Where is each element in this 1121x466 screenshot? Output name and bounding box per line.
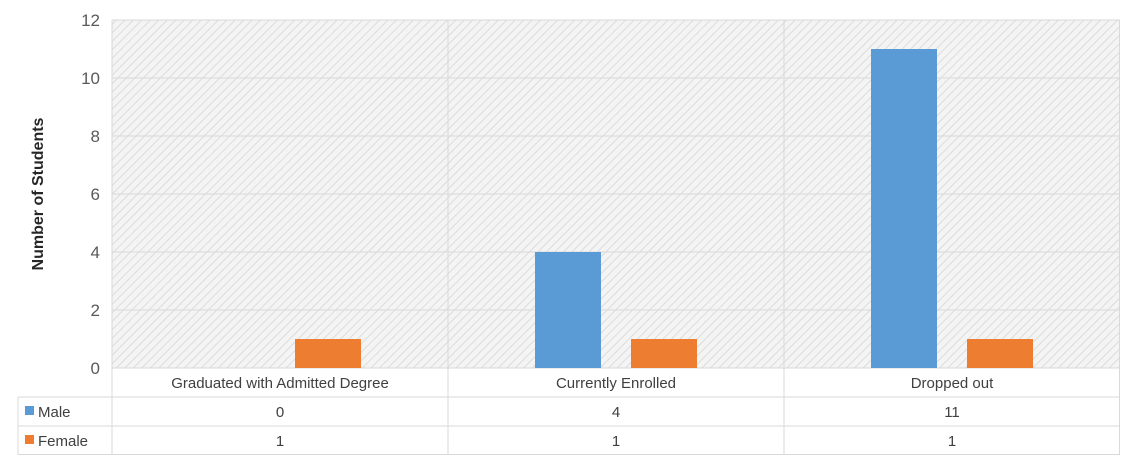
- bar-female: [295, 339, 361, 368]
- bar-female: [967, 339, 1033, 368]
- table-cell: 11: [944, 404, 960, 421]
- gridlines: [111, 19, 1120, 455]
- bars: [295, 49, 1033, 368]
- table-cell: 4: [612, 404, 620, 421]
- y-tick-label: 8: [91, 127, 100, 146]
- legend-key-male: [25, 406, 34, 415]
- table-cell: 0: [276, 404, 284, 421]
- table-cell: 1: [276, 433, 284, 450]
- bar-female: [631, 339, 697, 368]
- legend-label: Male: [38, 404, 71, 421]
- y-tick-label: 6: [91, 185, 100, 204]
- y-tick-label: 2: [91, 301, 100, 320]
- y-tick-label: 10: [81, 69, 100, 88]
- legend-key-female: [25, 435, 34, 444]
- y-axis-label: Number of Students: [30, 117, 47, 270]
- table-cell: 1: [948, 433, 956, 450]
- y-tick-label: 12: [81, 11, 100, 30]
- bar-male: [535, 252, 601, 368]
- category-label: Currently Enrolled: [556, 375, 676, 392]
- legend-label: Female: [38, 433, 88, 450]
- y-tick-label: 0: [91, 359, 100, 378]
- table-cell: 1: [612, 433, 620, 450]
- y-tick-label: 4: [91, 243, 100, 262]
- data-table: Graduated with Admitted Degree Currently …: [17, 375, 1120, 455]
- y-axis-ticks: 0 2 4 6 8 10 12: [81, 11, 100, 378]
- category-label: Dropped out: [911, 375, 994, 392]
- category-label: Graduated with Admitted Degree: [171, 375, 389, 392]
- bar-male: [871, 49, 937, 368]
